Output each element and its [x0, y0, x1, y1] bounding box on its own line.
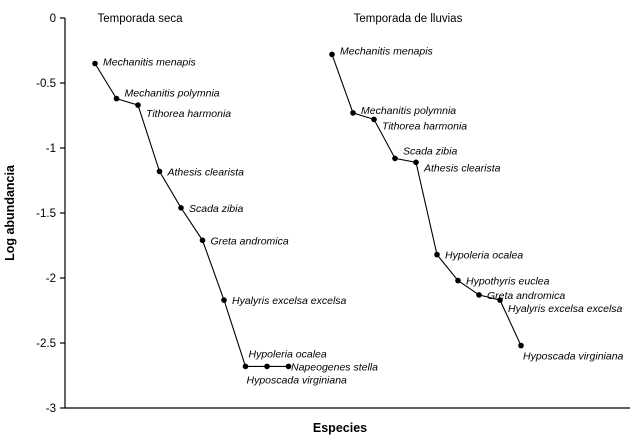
y-tick-label: -1 — [46, 143, 56, 155]
data-point — [518, 342, 524, 349]
data-point — [285, 363, 292, 370]
data-point — [455, 277, 461, 284]
series-line — [331, 54, 522, 346]
data-point — [497, 297, 503, 303]
species-label: Tithorea harmonia — [382, 120, 467, 132]
data-point — [476, 292, 482, 298]
series-title: Temporada seca — [97, 13, 183, 25]
data-point — [113, 95, 120, 102]
data-point — [434, 251, 440, 258]
species-label: Tithorea harmonia — [146, 108, 231, 120]
species-label: Mechanitis polymnia — [361, 105, 456, 117]
y-tick-label: -3 — [46, 403, 56, 415]
data-point — [392, 155, 398, 162]
species-label: Napeogenes stella — [291, 361, 378, 373]
data-point — [329, 51, 335, 58]
species-label: Scada zibia — [189, 203, 243, 215]
y-axis-title: Log abundancia — [3, 164, 17, 261]
data-point — [199, 237, 206, 244]
species-label: Hypothyris euclea — [466, 276, 550, 288]
species-label: Hyalyris excelsa excelsa — [508, 303, 623, 315]
species-label: Hyposcada virginiana — [247, 374, 348, 386]
data-point — [350, 110, 356, 116]
x-axis-title: Especies — [313, 421, 367, 435]
species-label: Mechanitis menapis — [103, 57, 197, 69]
series-title: Temporada de lluvias — [354, 13, 463, 25]
data-point — [264, 363, 270, 370]
data-point — [156, 168, 163, 175]
axes: 0 -0.5 -1 -1.5 -2 -2.5 -3 — [36, 13, 630, 415]
species-label: Mechanitis polymnia — [125, 88, 220, 100]
species-label: Hypoleria ocalea — [445, 250, 523, 262]
y-tick-label: 0 — [50, 13, 56, 25]
y-tick-label: -0.5 — [36, 78, 56, 90]
y-tick-label: -2.5 — [36, 338, 56, 350]
species-label: Hyalyris excelsa excelsa — [232, 295, 347, 307]
species-label: Hyposcada virginiana — [523, 351, 624, 363]
species-label: Athesis clearista — [167, 166, 245, 178]
data-point — [135, 102, 141, 108]
data-point — [178, 205, 184, 211]
series-line — [94, 63, 289, 367]
species-label: Greta andromica — [487, 290, 565, 302]
species-label: Mechanitis menapis — [340, 45, 434, 57]
data-point — [242, 363, 249, 370]
plot-area: Mechanitis menapis Mechanitis polymnia Tit… — [92, 13, 624, 386]
y-tick-label: -2 — [46, 273, 56, 285]
species-label: Athesis clearista — [423, 162, 501, 174]
species-label: Greta andromica — [211, 235, 289, 247]
species-label: Scada zibia — [403, 145, 457, 157]
data-point — [413, 159, 419, 166]
species-label: Hypoleria ocalea — [249, 348, 327, 360]
data-point — [221, 297, 227, 303]
y-tick-label: -1.5 — [36, 208, 56, 220]
data-point — [92, 60, 98, 67]
data-point — [371, 116, 377, 123]
axis-lines — [64, 18, 630, 409]
